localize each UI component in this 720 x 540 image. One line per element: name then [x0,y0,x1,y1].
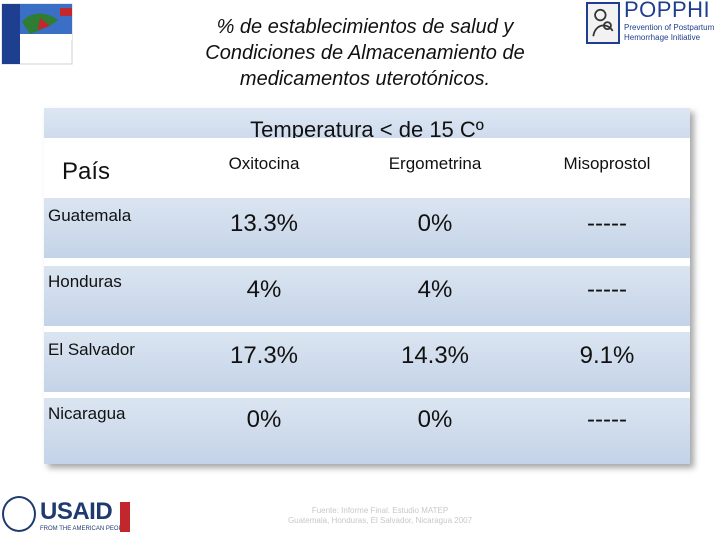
slide-title-line: % de establecimientos de salud y [216,16,514,38]
value-cell: 13.3% [229,210,299,237]
source-line: Fuente: Informe Final. Estudio MATEP [311,506,449,515]
value-cell: 17.3% [229,342,299,369]
value-cell: ----- [587,406,627,433]
popphi-logo: POPPHI Prevention of Postpartum Hemorrha… [584,0,720,62]
value-cell: 4% [246,276,282,303]
value-cell: 9.1% [579,342,635,369]
popphi-tagline: Prevention of Postpartum Hemorrhage Init… [624,23,715,42]
popphi-wordmark: POPPHI [624,0,711,22]
value-cell: 0% [417,210,453,237]
source-line: Guatemala, Honduras, El Salvador, Nicara… [287,516,473,525]
table-row: Honduras 4% 4% ----- [44,266,690,326]
country-name: El Salvador [48,340,135,359]
column-header-ergometrina: Ergometrina [388,154,482,173]
value-cell: ----- [587,210,627,237]
value-cell: 0% [417,406,453,433]
table-header-row: País Oxitocina Ergometrina Misoprostol [44,138,690,198]
value-cell: 0% [246,406,282,433]
country-name: Honduras [48,272,122,291]
usaid-red-bar [120,502,130,532]
slide-title-line: Condiciones de Almacenamiento de [205,42,525,64]
mother-child-icon [586,2,620,44]
column-header-oxitocina: Oxitocina [228,154,300,173]
source-note: Fuente: Informe Final. Estudio MATEP Gua… [270,506,490,526]
country-column-header: País [62,158,111,185]
country-name: Nicaragua [48,404,126,423]
country-name: Guatemala [48,206,132,225]
slide-title: % de establecimientos de salud y Condici… [140,14,590,92]
column-header-misoprostol: Misoprostol [563,154,651,173]
usaid-subtitle: FROM THE AMERICAN PEOPLE [40,526,130,532]
value-cell: 4% [417,276,453,303]
usaid-logo: USAID FROM THE AMERICAN PEOPLE [0,492,130,540]
slide-title-line: medicamentos uterotónicos. [239,68,491,90]
value-cell: 14.3% [400,342,470,369]
usaid-seal-icon [2,496,36,532]
table-row: Nicaragua 0% 0% ----- [44,398,690,464]
table-row: Guatemala 13.3% 0% ----- [44,198,690,258]
value-cell: ----- [587,276,627,303]
table-row: El Salvador 17.3% 14.3% 9.1% [44,332,690,392]
flag-logo-icon [1,3,73,65]
usaid-wordmark: USAID [40,498,113,525]
